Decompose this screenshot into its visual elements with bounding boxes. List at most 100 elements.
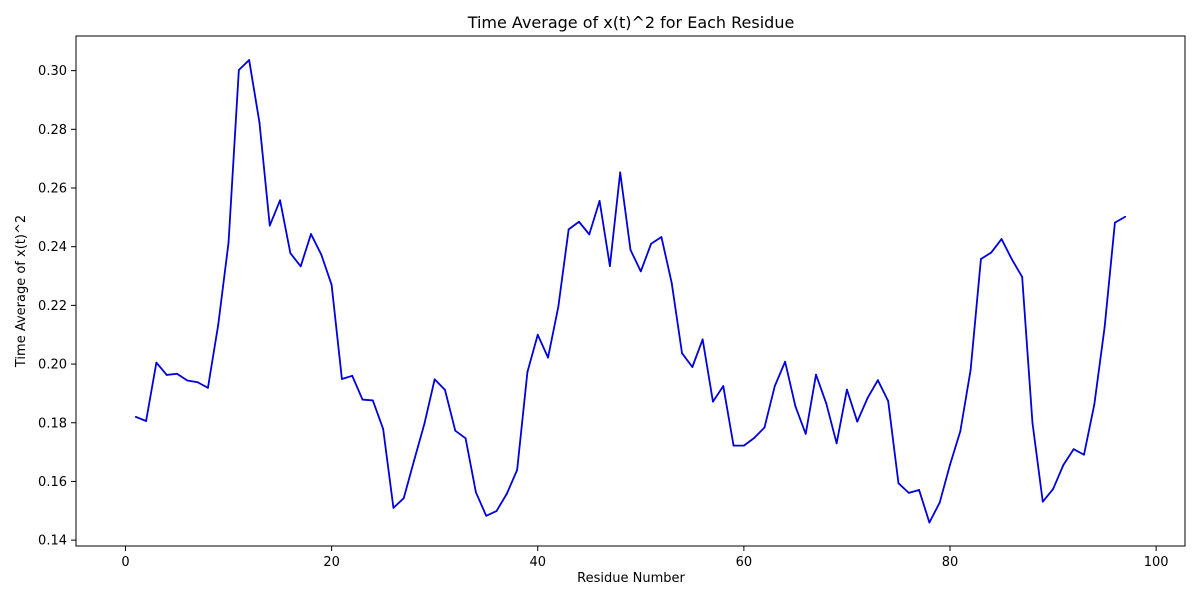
data-point [433,378,436,381]
data-point [536,333,539,336]
data-point [712,400,714,403]
data-point [835,442,838,445]
data-point [320,253,323,256]
y-tick-label: 0.28 [38,123,67,138]
data-point [876,379,879,382]
data-point [145,420,147,422]
data-point [691,366,694,368]
data-point [248,59,251,61]
data-point [310,233,312,235]
data-point [1052,488,1054,490]
data-point [969,369,972,371]
data-point [1093,403,1096,406]
data-point [186,379,189,382]
data-point [608,265,611,267]
data-point [196,381,199,384]
data-point [1062,464,1065,466]
data-point [1083,453,1085,456]
data-point [753,437,756,439]
data-point [578,220,580,223]
plot-area [134,59,1127,524]
data-point [794,405,797,408]
y-tick-label: 0.22 [38,299,67,314]
data-point [1103,326,1106,329]
data-point [361,398,364,401]
data-point [928,521,931,524]
data-point [629,249,632,251]
data-point [330,283,333,286]
data-point [237,69,240,71]
data-point [670,282,673,284]
data-point [742,444,745,447]
data-point [784,360,786,363]
data-point [279,199,281,202]
data-point [918,489,920,491]
data-point [722,385,725,387]
axes-frame [75,35,1186,547]
data-point [949,463,951,466]
data-point [938,501,941,504]
y-axis: 0.14 0.16 0.18 0.20 0.22 0.24 0.26 0.28 0.30 [38,64,76,549]
data-point [732,444,735,447]
x-tick-label: 20 [323,555,340,570]
data-point [134,415,137,418]
data-point [454,429,457,432]
data-point [825,402,828,405]
data-point [526,371,529,373]
data-point [815,373,817,376]
y-tick-label: 0.18 [38,416,67,431]
data-point [701,338,704,341]
data-point [1000,238,1003,240]
data-point [289,252,292,255]
data-point [155,361,158,364]
data-point [258,121,261,124]
data-point [341,378,343,380]
data-point [980,258,982,260]
data-point [402,497,405,500]
x-tick-label: 60 [736,555,753,570]
data-point [897,482,900,485]
data-point [485,514,488,517]
x-tick-label: 80 [942,555,959,570]
data-point [165,374,168,376]
data-point [598,200,601,202]
y-tick-label: 0.14 [38,534,67,549]
data-point [846,388,848,391]
data-point [1114,221,1116,224]
data-point [505,492,508,495]
data-point [516,469,519,471]
data-point [217,323,220,326]
data-point [1124,215,1127,218]
data-point [619,171,622,174]
x-tick-label: 100 [1144,555,1169,570]
data-point [907,491,910,494]
data-point [464,437,467,440]
data-point [1031,421,1034,424]
data-point [773,385,776,387]
data-point [475,491,477,494]
data-point [763,426,766,429]
y-tick-label: 0.30 [38,64,67,79]
data-point [1072,448,1075,451]
data-point [567,228,570,231]
y-tick-label: 0.26 [38,182,67,197]
data-point [990,251,993,254]
x-tick-label: 40 [529,555,546,570]
data-point [660,236,663,238]
data-point [1041,500,1044,503]
x-axis: 0 20 40 60 80 100 [121,546,1169,570]
data-point [557,305,560,308]
data-point [351,374,354,377]
data-point [639,270,642,273]
y-axis-label: Time Average of x(t)^2 [14,215,29,368]
data-point [681,352,683,355]
y-tick-label: 0.24 [38,240,67,255]
data-point [588,233,591,236]
data-point [423,423,426,425]
data-point [371,399,374,402]
data-point [866,397,869,400]
x-tick-label: 0 [121,555,129,570]
y-tick-label: 0.20 [38,358,67,373]
